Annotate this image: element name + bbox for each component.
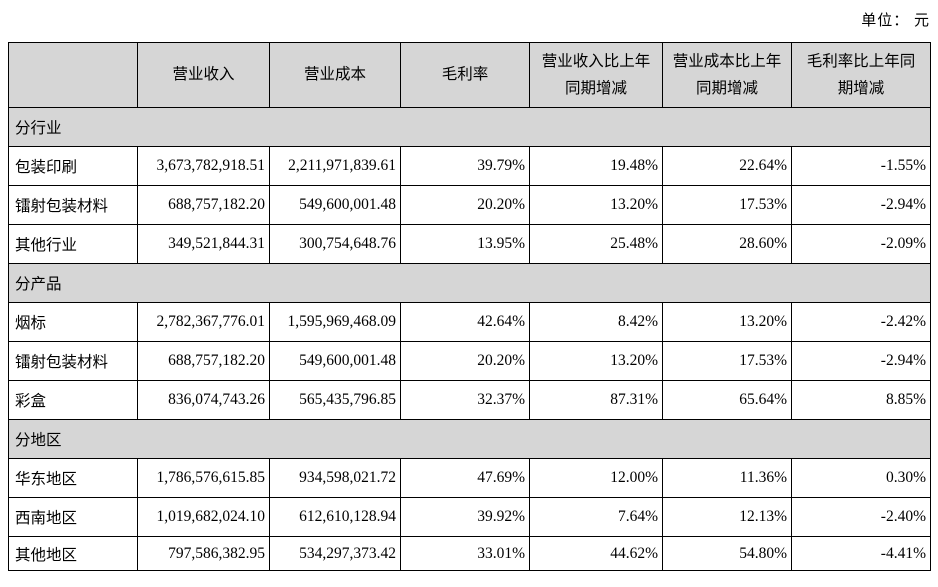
cell-revenue-yoy: 87.31% bbox=[529, 380, 663, 420]
cell-margin-yoy: -2.42% bbox=[791, 302, 931, 342]
section-row-region: 分地区 bbox=[8, 419, 931, 459]
cell-cost: 565,435,796.85 bbox=[269, 380, 401, 420]
unit-label: 单位： 元 bbox=[861, 13, 930, 29]
cell-gross-margin: 32.37% bbox=[400, 380, 530, 420]
cell-margin-yoy: -2.94% bbox=[791, 185, 931, 225]
cell-gross-margin: 20.20% bbox=[400, 185, 530, 225]
cell-margin-yoy: 8.85% bbox=[791, 380, 931, 420]
cell-gross-margin: 20.20% bbox=[400, 341, 530, 381]
row-label: 其他行业 bbox=[8, 224, 138, 264]
cell-revenue: 2,782,367,776.01 bbox=[137, 302, 270, 342]
cell-cost-yoy: 65.64% bbox=[662, 380, 792, 420]
cell-gross-margin: 39.79% bbox=[400, 146, 530, 186]
table-row: 烟标 2,782,367,776.01 1,595,969,468.09 42.… bbox=[8, 302, 931, 342]
cell-cost: 549,600,001.48 bbox=[269, 341, 401, 381]
row-label: 华东地区 bbox=[8, 458, 138, 498]
cell-cost-yoy: 22.64% bbox=[662, 146, 792, 186]
cell-margin-yoy: -1.55% bbox=[791, 146, 931, 186]
table-row: 镭射包装材料 688,757,182.20 549,600,001.48 20.… bbox=[8, 185, 931, 225]
cell-cost-yoy: 28.60% bbox=[662, 224, 792, 264]
row-label: 烟标 bbox=[8, 302, 138, 342]
cell-revenue: 1,786,576,615.85 bbox=[137, 458, 270, 498]
row-label: 西南地区 bbox=[8, 497, 138, 537]
col-header-revenue: 营业收入 bbox=[137, 42, 270, 108]
cell-gross-margin: 39.92% bbox=[400, 497, 530, 537]
row-label: 其他地区 bbox=[8, 536, 138, 571]
cell-revenue: 688,757,182.20 bbox=[137, 341, 270, 381]
col-header-revenue-yoy: 营业收入比上年同期增减 bbox=[529, 42, 663, 108]
cell-cost-yoy: 13.20% bbox=[662, 302, 792, 342]
table-row: 西南地区 1,019,682,024.10 612,610,128.94 39.… bbox=[8, 497, 931, 537]
cell-revenue: 3,673,782,918.51 bbox=[137, 146, 270, 186]
table-row: 镭射包装材料 688,757,182.20 549,600,001.48 20.… bbox=[8, 341, 931, 381]
cell-cost: 612,610,128.94 bbox=[269, 497, 401, 537]
cell-revenue-yoy: 13.20% bbox=[529, 341, 663, 381]
cell-revenue: 688,757,182.20 bbox=[137, 185, 270, 225]
row-label: 包装印刷 bbox=[8, 146, 138, 186]
cell-cost-yoy: 17.53% bbox=[662, 341, 792, 381]
col-header-cost-yoy: 营业成本比上年同期增减 bbox=[662, 42, 792, 108]
cell-revenue-yoy: 19.48% bbox=[529, 146, 663, 186]
cell-cost: 934,598,021.72 bbox=[269, 458, 401, 498]
cell-revenue: 836,074,743.26 bbox=[137, 380, 270, 420]
cell-revenue-yoy: 7.64% bbox=[529, 497, 663, 537]
cell-cost-yoy: 54.80% bbox=[662, 536, 792, 571]
cell-cost: 534,297,373.42 bbox=[269, 536, 401, 571]
row-label: 彩盒 bbox=[8, 380, 138, 420]
section-title: 分地区 bbox=[8, 419, 931, 459]
cell-revenue: 1,019,682,024.10 bbox=[137, 497, 270, 537]
cell-gross-margin: 47.69% bbox=[400, 458, 530, 498]
section-row-product: 分产品 bbox=[8, 263, 931, 303]
col-header-blank bbox=[8, 42, 138, 108]
cell-margin-yoy: -4.41% bbox=[791, 536, 931, 571]
cell-margin-yoy: -2.09% bbox=[791, 224, 931, 264]
cell-cost-yoy: 11.36% bbox=[662, 458, 792, 498]
financial-breakdown-table: 营业收入 营业成本 毛利率 营业收入比上年同期增减 营业成本比上年同期增减 毛利… bbox=[8, 42, 931, 571]
cell-revenue-yoy: 12.00% bbox=[529, 458, 663, 498]
cell-revenue-yoy: 8.42% bbox=[529, 302, 663, 342]
cell-cost: 549,600,001.48 bbox=[269, 185, 401, 225]
table-row: 其他行业 349,521,844.31 300,754,648.76 13.95… bbox=[8, 224, 931, 264]
table-row: 华东地区 1,786,576,615.85 934,598,021.72 47.… bbox=[8, 458, 931, 498]
cell-cost: 2,211,971,839.61 bbox=[269, 146, 401, 186]
section-title: 分产品 bbox=[8, 263, 931, 303]
row-label: 镭射包装材料 bbox=[8, 341, 138, 381]
table-row: 包装印刷 3,673,782,918.51 2,211,971,839.61 3… bbox=[8, 146, 931, 186]
cell-margin-yoy: -2.94% bbox=[791, 341, 931, 381]
cell-cost-yoy: 17.53% bbox=[662, 185, 792, 225]
table-row: 其他地区 797,586,382.95 534,297,373.42 33.01… bbox=[8, 536, 931, 571]
table-row: 彩盒 836,074,743.26 565,435,796.85 32.37% … bbox=[8, 380, 931, 420]
col-header-cost: 营业成本 bbox=[269, 42, 401, 108]
cell-revenue-yoy: 44.62% bbox=[529, 536, 663, 571]
cell-gross-margin: 13.95% bbox=[400, 224, 530, 264]
cell-margin-yoy: 0.30% bbox=[791, 458, 931, 498]
cell-revenue: 797,586,382.95 bbox=[137, 536, 270, 571]
section-title: 分行业 bbox=[8, 107, 931, 147]
section-row-industry: 分行业 bbox=[8, 107, 931, 147]
col-header-margin-yoy: 毛利率比上年同期增减 bbox=[791, 42, 931, 108]
cell-revenue-yoy: 25.48% bbox=[529, 224, 663, 264]
cell-revenue-yoy: 13.20% bbox=[529, 185, 663, 225]
table-header-row: 营业收入 营业成本 毛利率 营业收入比上年同期增减 营业成本比上年同期增减 毛利… bbox=[8, 42, 931, 108]
cell-cost: 300,754,648.76 bbox=[269, 224, 401, 264]
cell-gross-margin: 42.64% bbox=[400, 302, 530, 342]
cell-gross-margin: 33.01% bbox=[400, 536, 530, 571]
cell-margin-yoy: -2.40% bbox=[791, 497, 931, 537]
cell-cost-yoy: 12.13% bbox=[662, 497, 792, 537]
col-header-gross-margin: 毛利率 bbox=[400, 42, 530, 108]
cell-revenue: 349,521,844.31 bbox=[137, 224, 270, 264]
cell-cost: 1,595,969,468.09 bbox=[269, 302, 401, 342]
row-label: 镭射包装材料 bbox=[8, 185, 138, 225]
